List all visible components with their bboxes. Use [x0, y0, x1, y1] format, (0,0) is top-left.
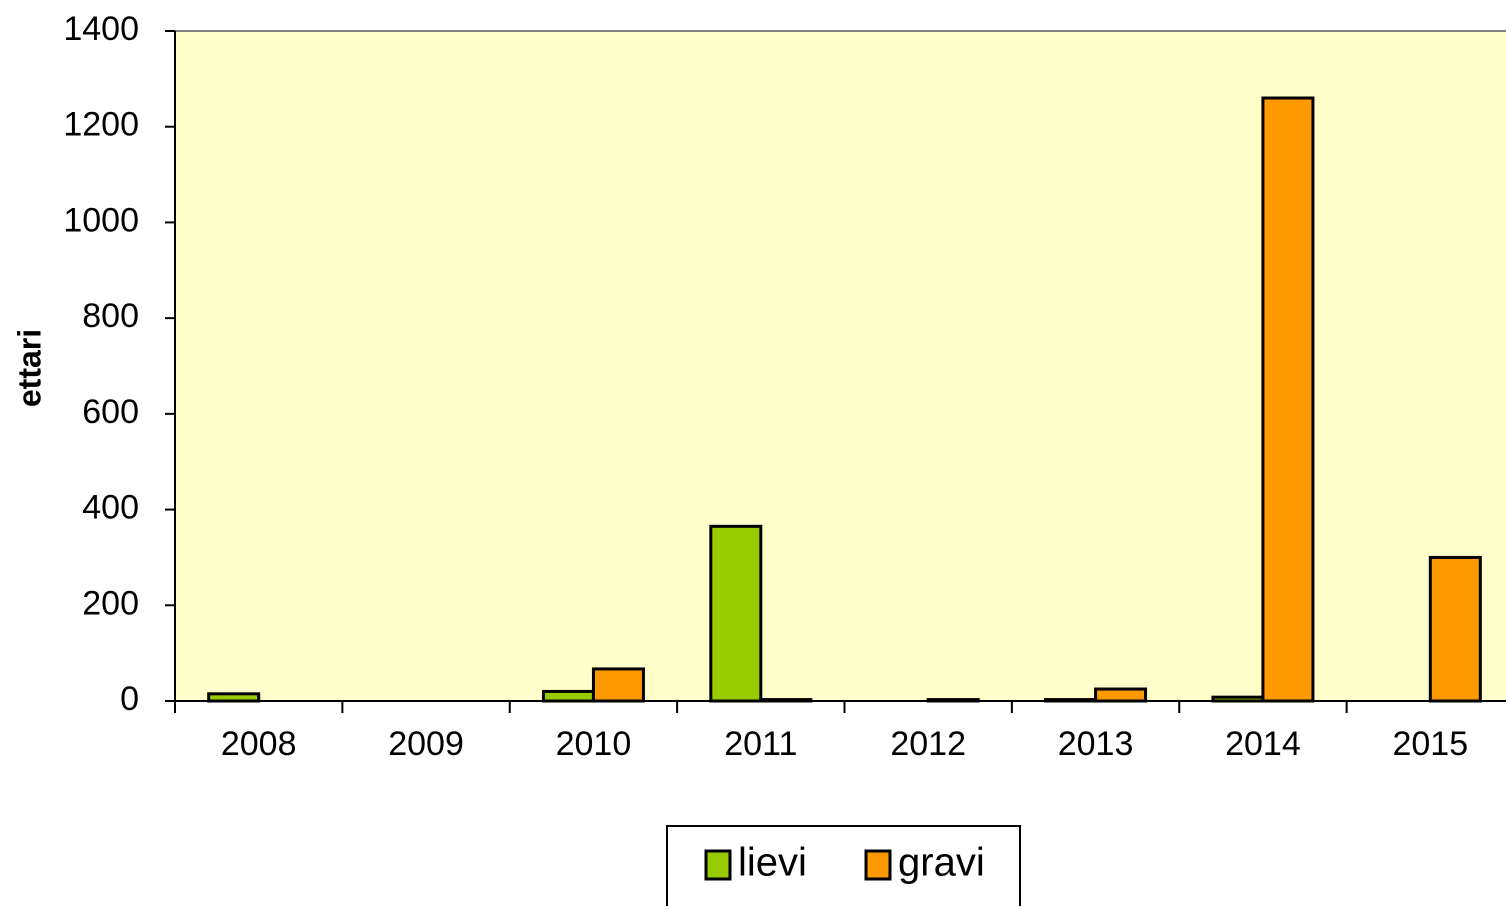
x-tick-label: 2015 [1392, 725, 1468, 763]
x-tick-label: 2011 [724, 725, 797, 763]
y-tick-label: 600 [82, 393, 139, 431]
legend-swatch [864, 849, 892, 881]
y-tick-label: 1200 [63, 106, 139, 144]
y-tick-label: 1400 [63, 10, 139, 48]
y-tick-label: 200 [82, 584, 139, 622]
legend-label: gravi [898, 841, 985, 885]
x-tick-label: 2008 [221, 725, 297, 763]
x-tick-label: 2009 [388, 725, 464, 763]
bar [1261, 96, 1315, 703]
legend-swatch [704, 849, 732, 881]
bar [709, 524, 763, 703]
x-tick-label: 2013 [1058, 725, 1134, 763]
legend-label: lievi [738, 841, 807, 885]
y-tick-label: 400 [82, 489, 139, 527]
x-tick-label: 2012 [890, 725, 966, 763]
bar [1094, 687, 1148, 703]
x-tick-label: 2010 [556, 725, 632, 763]
bar [541, 689, 595, 703]
y-tick-label: 1000 [63, 201, 139, 239]
bar [1428, 555, 1482, 703]
bar [207, 692, 261, 703]
y-tick-label: 0 [120, 680, 139, 718]
y-axis-label: ettari [11, 329, 47, 407]
bar [591, 667, 645, 703]
x-tick-label: 2014 [1225, 725, 1301, 763]
y-tick-label: 800 [82, 297, 139, 335]
